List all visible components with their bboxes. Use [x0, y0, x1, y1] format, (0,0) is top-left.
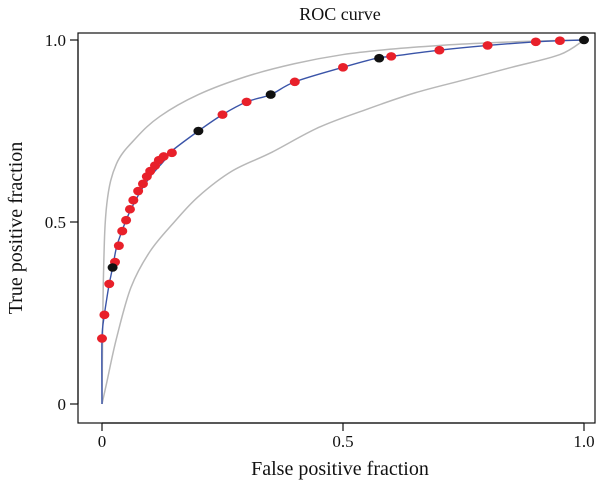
roc-point-red: [121, 215, 132, 225]
roc-point-red: [217, 110, 228, 119]
chart-title: ROC curve: [299, 4, 380, 24]
roc-point-red: [434, 45, 445, 55]
y-tick-label: 0: [58, 395, 67, 414]
y-axis: 0 0.5 1.0: [45, 31, 79, 414]
roc-point-red: [166, 148, 177, 158]
roc-point-red: [530, 37, 541, 47]
band-group: [101, 39, 585, 405]
y-axis-label: True positive fraction: [5, 142, 27, 315]
y-tick-label: 1.0: [45, 31, 66, 50]
roc-point-red: [97, 334, 107, 343]
roc-point-red: [113, 241, 124, 250]
roc-point-red: [137, 179, 148, 189]
roc-point-red: [386, 52, 397, 61]
roc-point-red: [124, 204, 135, 214]
roc-point-black: [107, 263, 118, 272]
roc-point-red: [289, 77, 300, 87]
roc-point-red: [158, 152, 169, 161]
points-group: [97, 35, 589, 343]
x-tick-label: 0.5: [332, 432, 353, 451]
roc-point-black: [193, 126, 204, 136]
roc-point-red: [117, 226, 128, 236]
roc-point-red: [338, 63, 348, 72]
roc-point-black: [374, 53, 385, 63]
x-tick-label: 1.0: [573, 432, 594, 451]
x-axis: 0 0.5 1.0: [98, 422, 595, 451]
roc-point-red: [554, 36, 565, 46]
upper-band-line: [101, 39, 585, 405]
roc-point-red: [128, 195, 139, 205]
plot-frame: [77, 32, 596, 424]
lower-band-line: [101, 39, 585, 405]
roc-point-black: [265, 90, 276, 99]
x-axis-label: False positive fraction: [251, 458, 429, 480]
roc-point-red: [99, 310, 110, 320]
y-tick-label: 0.5: [45, 213, 66, 232]
roc-point-red: [482, 41, 493, 50]
roc-point-black: [579, 35, 589, 45]
roc-point-red: [241, 97, 252, 107]
roc-point-red: [104, 279, 115, 289]
x-tick-label: 0: [98, 432, 107, 451]
roc-point-red: [133, 186, 144, 196]
